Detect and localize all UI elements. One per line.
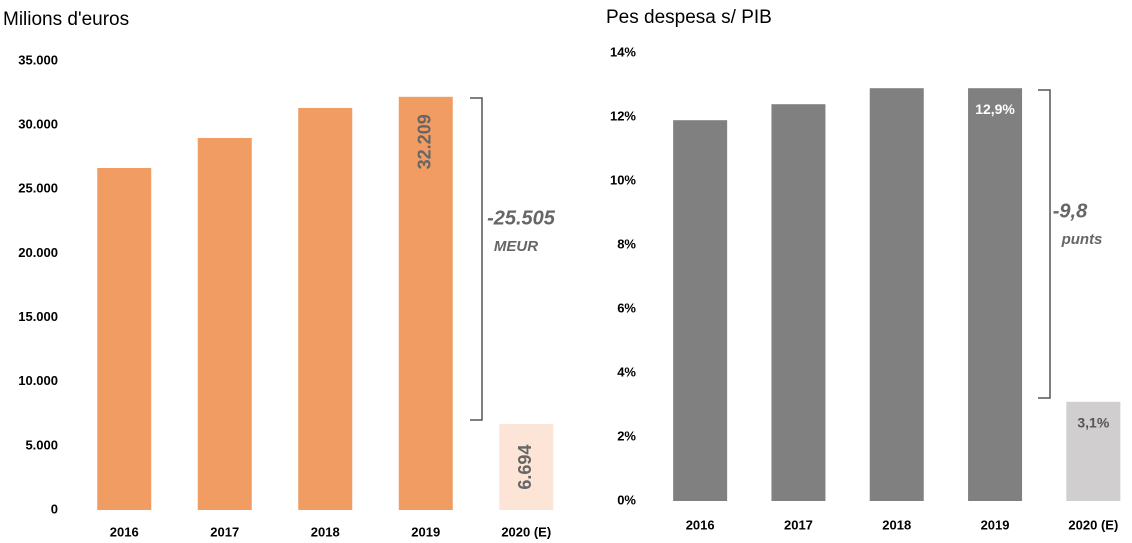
y-tick-label: 25.000 <box>18 181 58 196</box>
x-tick-label: 2020 (E) <box>1068 517 1118 532</box>
bar <box>298 107 353 510</box>
bar <box>673 120 728 501</box>
bracket <box>470 97 483 421</box>
y-tick-label: 35.000 <box>18 52 58 67</box>
y-tick-label: 12% <box>610 108 636 123</box>
x-tick-label: 2018 <box>882 517 911 532</box>
bar <box>97 167 152 510</box>
value-label: 6.694 <box>515 445 535 490</box>
y-tick-label: 6% <box>617 300 636 315</box>
bar <box>197 137 252 510</box>
annotation: -9,8 <box>1053 200 1088 222</box>
bracket <box>1038 89 1051 399</box>
y-tick-label: 15.000 <box>18 309 58 324</box>
y-tick-label: 2% <box>617 428 636 443</box>
bar <box>398 96 453 511</box>
chart-title: Milions d'euros <box>3 9 129 30</box>
annotation: MEUR <box>494 238 538 255</box>
y-tick-label: 10% <box>610 172 636 187</box>
value-label: 32.209 <box>415 114 435 169</box>
y-tick-label: 14% <box>610 44 636 59</box>
value-label: 3,1% <box>1077 415 1109 431</box>
annotation: punts <box>1061 231 1103 248</box>
x-tick-label: 2017 <box>784 517 813 532</box>
x-tick-label: 2020 (E) <box>501 524 551 539</box>
x-tick-label: 2018 <box>311 524 340 539</box>
x-tick-label: 2016 <box>686 517 715 532</box>
y-tick-label: 30.000 <box>18 117 58 132</box>
x-tick-label: 2017 <box>210 524 239 539</box>
x-tick-label: 2016 <box>110 524 139 539</box>
chart-title: Pes despesa s/ PIB <box>606 7 772 28</box>
y-tick-label: 10.000 <box>18 373 58 388</box>
bar <box>869 88 924 501</box>
x-tick-label: 2019 <box>981 517 1010 532</box>
bar <box>968 88 1023 501</box>
y-tick-label: 5.000 <box>25 437 58 452</box>
y-tick-label: 0 <box>51 501 58 516</box>
annotation: -25.505 <box>487 207 556 229</box>
y-tick-label: 0% <box>617 492 636 507</box>
y-tick-label: 8% <box>617 236 636 251</box>
y-tick-label: 20.000 <box>18 245 58 260</box>
bar <box>1066 401 1121 501</box>
x-tick-label: 2019 <box>411 524 440 539</box>
value-label: 12,9% <box>975 101 1015 117</box>
bar <box>771 104 826 501</box>
bar <box>499 424 554 510</box>
y-tick-label: 4% <box>617 364 636 379</box>
